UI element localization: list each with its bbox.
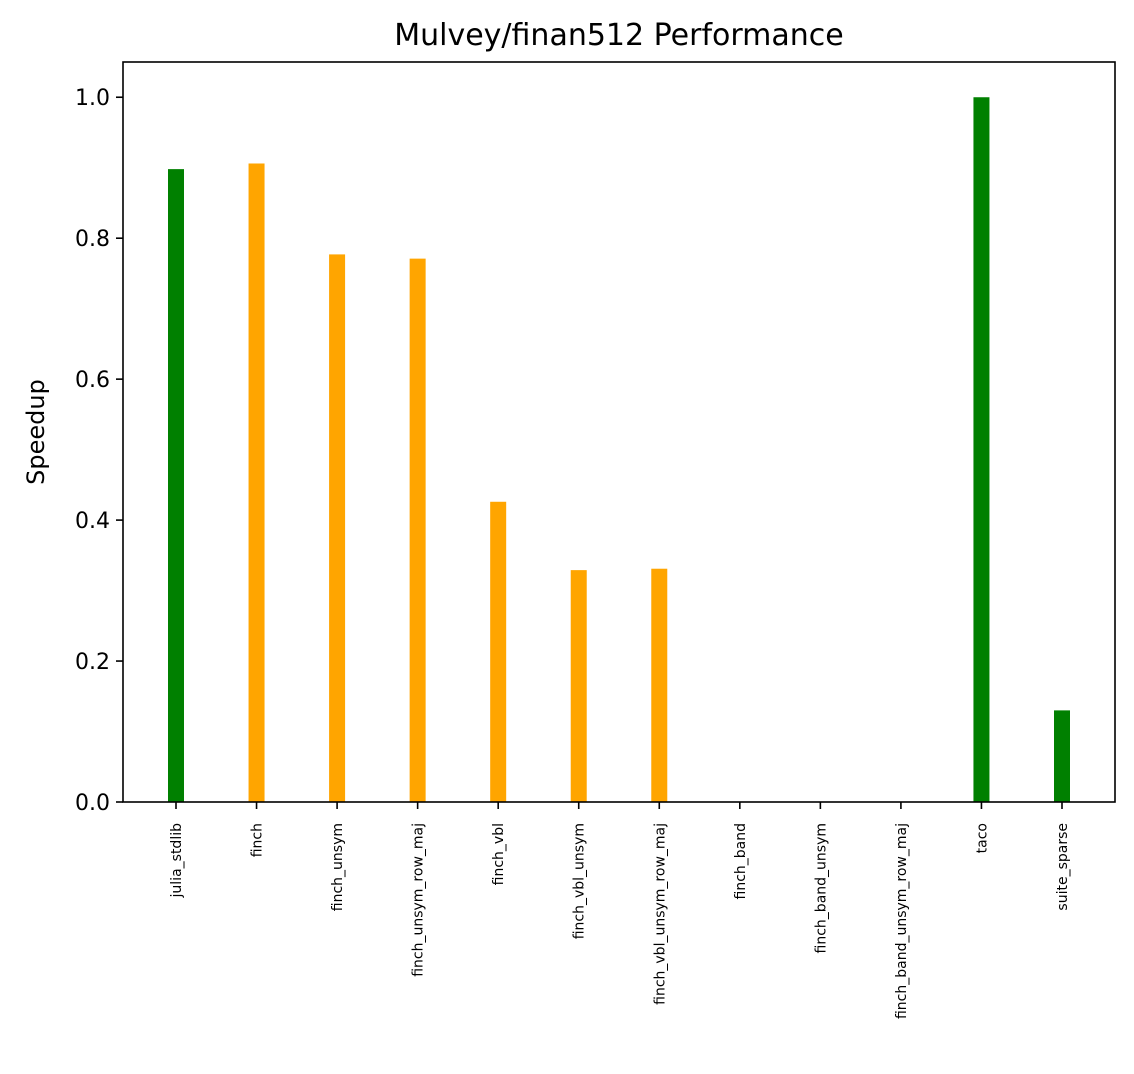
x-tick-label-finch_unsym_row_maj: finch_unsym_row_maj [411,823,427,977]
x-tick-label-finch: finch [250,823,266,857]
y-tick-label: 0.8 [75,227,110,252]
bar-suite_sparse [1054,710,1070,802]
bar-finch_vbl_unsym [570,570,587,802]
x-tick-label-julia_stdlib: julia_stdlib [169,823,185,899]
y-tick-label: 0.2 [75,650,110,675]
x-tick-label-finch_band_unsym_row_maj: finch_band_unsym_row_maj [894,823,910,1019]
x-tick-label-taco: taco [974,823,990,853]
bar-finch [248,163,265,803]
bar-finch_vbl_unsym_row_maj [651,568,668,802]
x-tick-label-finch_vbl: finch_vbl [491,823,507,885]
plot-area-frame [122,61,1116,803]
y-axis-ticks: 0.0 0.2 0.4 0.6 0.8 1.0 [75,86,123,816]
chart-title: Mulvey/finan512 Performance [394,18,844,53]
y-tick-label: 0.0 [75,791,110,816]
x-tick-label-finch_vbl_unsym: finch_vbl_unsym [572,823,588,939]
bars-layer [168,97,1070,803]
bar-julia_stdlib [168,169,184,802]
x-tick-label-finch_unsym: finch_unsym [330,823,346,911]
bar-finch_vbl [490,501,507,802]
bar-finch_unsym_row_maj [409,258,426,802]
x-tick-label-finch_vbl_unsym_row_maj: finch_vbl_unsym_row_maj [652,823,668,1005]
bar-taco [973,97,990,803]
y-axis-label: Speedup [22,379,50,485]
bar-finch_unsym [329,254,346,802]
x-axis-ticks: julia_stdlib finch finch_unsym finch_unsym_… [169,802,1071,1019]
x-tick-label-suite_sparse: suite_sparse [1055,823,1071,911]
y-tick-label: 0.4 [75,509,110,534]
y-tick-label: 0.6 [75,368,110,393]
x-tick-label-finch_band: finch_band [733,823,749,900]
y-tick-label: 1.0 [75,86,110,111]
x-tick-label-finch_band_unsym: finch_band_unsym [813,823,829,953]
